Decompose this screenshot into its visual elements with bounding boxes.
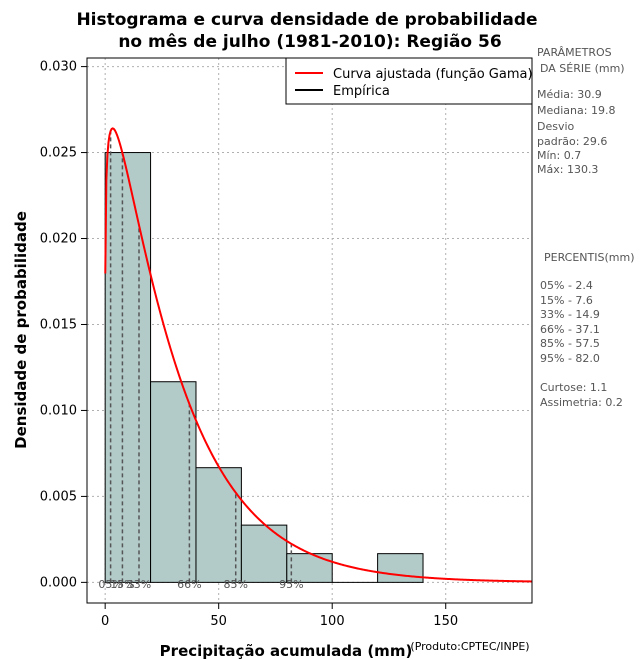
percentile-05: 05% - 2.4 (540, 279, 593, 292)
param-mediana: Mediana: 19.8 (537, 104, 615, 117)
param-min: Mín: 0.7 (537, 149, 581, 162)
side-panel: PARÂMETROS DA SÉRIE (mm) Média: 30.9 Med… (537, 46, 635, 409)
x-tick-label-3: 150 (433, 614, 458, 629)
y-tick-label-4: 0.020 (40, 232, 77, 247)
percentile-marker-label-3: 66% (177, 578, 201, 591)
param-media: Média: 30.9 (537, 88, 602, 101)
curtose: Curtose: 1.1 (540, 381, 607, 394)
legend: Curva ajustada (função Gama) Empírica (285, 57, 533, 105)
y-tick-label-1: 0.005 (40, 489, 77, 504)
param-max: Máx: 130.3 (537, 163, 598, 176)
chart-title-line-1: Histograma e curva densidade de probabil… (76, 10, 537, 30)
param-desvio-line-2: padrão: 29.6 (537, 135, 607, 148)
histogram-bar-1 (150, 381, 197, 583)
percentile-marker-label-5: 95% (279, 578, 303, 591)
gamma-fit-curve (104, 127, 533, 583)
y-tick-label-5: 0.025 (40, 146, 77, 161)
param-desvio-line-1: Desvio (537, 120, 575, 133)
histogram-bar-6 (377, 553, 424, 583)
params-title-line-1: PARÂMETROS (537, 46, 612, 59)
x-tick-label-0: 0 (101, 614, 109, 629)
legend-label-empirical: Empírica (333, 84, 390, 99)
percentile-33: 33% - 14.9 (540, 308, 600, 321)
percentile-marker-label-0: 05% (98, 578, 122, 591)
histogram-bar-2 (195, 467, 242, 583)
percentile-marker-label-4: 85% (223, 578, 247, 591)
x-tick-label-2: 100 (320, 614, 345, 629)
product-credit: (Produto:CPTEC/INPE) (410, 640, 529, 653)
percentile-markers: 05%15%33% 66% 85% 95% (98, 130, 304, 591)
y-tick-label-0: 0.000 (40, 575, 77, 590)
axes: 0 50 100 150 0.000 0.005 0.010 0.015 0.020 0.025 0… (40, 60, 458, 629)
x-tick-label-1: 50 (210, 614, 227, 629)
legend-box (285, 57, 533, 105)
legend-label-gamma: Curva ajustada (função Gama) (333, 67, 533, 82)
y-tick-label-2: 0.010 (40, 403, 77, 418)
y-axis-title: Densidade de probabilidade (12, 211, 30, 449)
histogram-bars (104, 152, 424, 583)
percentile-15: 15% - 7.6 (540, 294, 593, 307)
percentis-title: PERCENTIS(mm) (544, 251, 635, 264)
y-tick-label-6: 0.030 (40, 60, 77, 75)
percentile-66: 66% - 37.1 (540, 323, 600, 336)
x-axis-title: Precipitação acumulada (mm) (160, 642, 413, 660)
percentile-marker-label-2: 33% (127, 578, 151, 591)
assimetria: Assimetria: 0.2 (540, 396, 623, 409)
y-tick-label-3: 0.015 (40, 317, 77, 332)
gamma-curve-layer (104, 127, 533, 583)
percentile-95: 95% - 82.0 (540, 352, 600, 365)
chart-title-line-2: no mês de julho (1981-2010): Região 56 (118, 32, 501, 52)
histogram-bar-3 (240, 524, 288, 583)
params-title-line-2: DA SÉRIE (mm) (540, 62, 625, 75)
percentile-85: 85% - 57.5 (540, 337, 600, 350)
percentile-marker-label-1: 15% (110, 578, 134, 591)
histogram-bar-0 (104, 152, 152, 583)
